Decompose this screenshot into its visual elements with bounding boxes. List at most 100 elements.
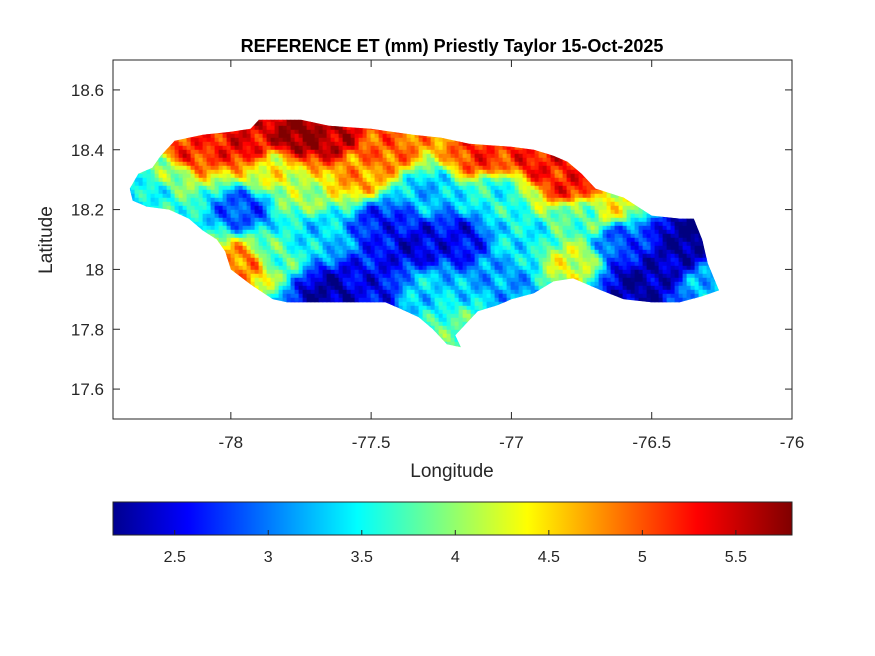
- et-cell: [578, 225, 584, 231]
- et-cell: [294, 133, 300, 139]
- et-cell: [314, 133, 320, 139]
- et-cell: [690, 221, 696, 227]
- et-cell: [222, 181, 228, 187]
- et-cell: [226, 217, 232, 223]
- et-cell: [210, 165, 216, 171]
- et-cell: [230, 189, 236, 195]
- et-cell: [230, 201, 236, 207]
- et-cell: [502, 149, 508, 155]
- et-cell: [270, 233, 276, 239]
- et-cell: [294, 237, 300, 243]
- et-cell: [406, 133, 412, 139]
- et-cell: [242, 161, 248, 167]
- et-cell: [202, 169, 208, 175]
- et-cell: [502, 161, 508, 167]
- et-cell: [626, 241, 632, 247]
- et-cell: [254, 181, 260, 187]
- et-cell: [222, 165, 228, 171]
- et-cell: [306, 125, 312, 131]
- et-cell: [154, 165, 160, 171]
- et-cell: [454, 173, 460, 179]
- et-cell: [170, 149, 176, 155]
- et-cell: [554, 161, 560, 167]
- et-cell: [538, 173, 544, 179]
- et-cell: [522, 157, 528, 163]
- et-cell: [262, 145, 268, 151]
- et-cell: [370, 177, 376, 183]
- et-cell: [522, 213, 528, 219]
- et-cell: [494, 221, 500, 227]
- et-cell: [190, 153, 196, 159]
- et-cell: [498, 173, 504, 179]
- et-cell: [686, 217, 692, 223]
- et-cell: [534, 213, 540, 219]
- et-cell: [314, 169, 320, 175]
- et-cell: [174, 189, 180, 195]
- et-cell: [510, 241, 516, 247]
- et-cell: [254, 197, 260, 203]
- et-cell: [454, 157, 460, 163]
- et-cell: [562, 161, 568, 167]
- et-cell: [618, 241, 624, 247]
- et-cell: [406, 241, 412, 247]
- et-cell: [274, 165, 280, 171]
- et-cell: [366, 185, 372, 191]
- et-cell: [398, 209, 404, 215]
- et-cell: [338, 225, 344, 231]
- et-cell: [502, 229, 508, 235]
- et-cell: [558, 205, 564, 211]
- et-cell: [482, 173, 488, 179]
- et-cell: [226, 169, 232, 175]
- et-cell: [534, 233, 540, 239]
- et-cell: [594, 213, 600, 219]
- et-cell: [326, 137, 332, 143]
- et-cell: [278, 217, 284, 223]
- et-cell: [510, 173, 516, 179]
- et-cell: [346, 149, 352, 155]
- et-cell: [298, 125, 304, 131]
- et-cell: [418, 197, 424, 203]
- et-cell: [442, 213, 448, 219]
- et-cell: [582, 185, 588, 191]
- et-cell: [394, 213, 400, 219]
- et-cell: [306, 161, 312, 167]
- et-cell: [382, 185, 388, 191]
- et-cell: [270, 185, 276, 191]
- et-cell: [598, 217, 604, 223]
- et-cell: [498, 209, 504, 215]
- et-cell: [422, 237, 428, 243]
- et-cell: [542, 193, 548, 199]
- et-cell: [578, 233, 584, 239]
- et-cell: [186, 153, 192, 159]
- et-cell: [286, 241, 292, 247]
- et-cell: [338, 241, 344, 247]
- et-cell: [470, 229, 476, 235]
- et-cell: [630, 209, 636, 215]
- et-cell: [406, 145, 412, 151]
- et-cell: [482, 225, 488, 231]
- et-cell: [530, 153, 536, 159]
- et-cell: [322, 173, 328, 179]
- et-cell: [386, 129, 392, 135]
- et-cell: [390, 205, 396, 211]
- et-cell: [322, 185, 328, 191]
- et-cell: [230, 229, 236, 235]
- et-cell: [338, 153, 344, 159]
- et-cell: [578, 185, 584, 191]
- et-cell: [290, 213, 296, 219]
- et-cell: [358, 149, 364, 155]
- et-cell: [454, 217, 460, 223]
- et-cell: [586, 209, 592, 215]
- et-cell: [482, 201, 488, 207]
- et-cell: [194, 221, 200, 227]
- et-cell: [506, 185, 512, 191]
- et-cell: [302, 129, 308, 135]
- et-cell: [610, 233, 616, 239]
- et-cell: [670, 237, 676, 243]
- et-cell: [582, 209, 588, 215]
- et-cell: [530, 209, 536, 215]
- et-cell: [382, 157, 388, 163]
- et-cell: [330, 169, 336, 175]
- et-cell: [470, 189, 476, 195]
- et-cell: [338, 213, 344, 219]
